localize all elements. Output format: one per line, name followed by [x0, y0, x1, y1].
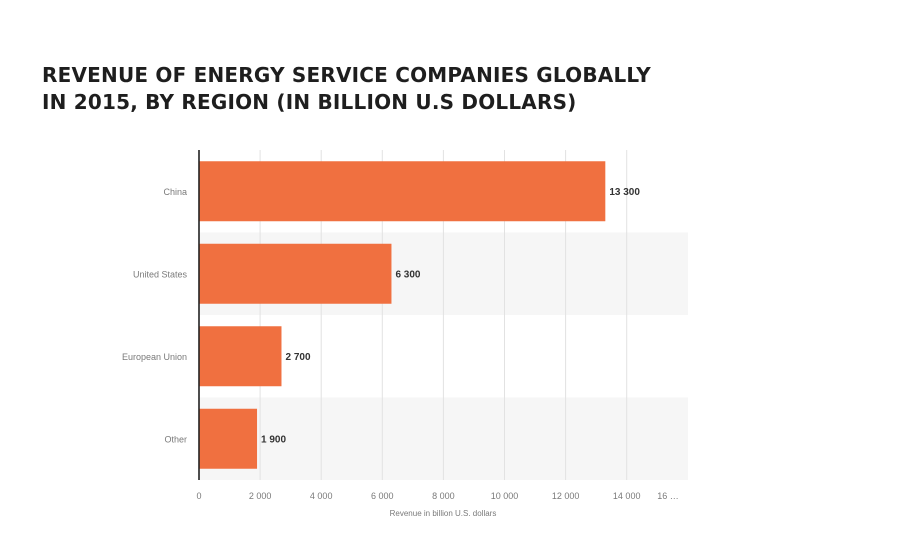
- x-tick-label: 4 000: [310, 491, 333, 501]
- value-label: 13 300: [609, 187, 640, 198]
- x-tick-labels: 0 2 000 4 000 6 000 8 000 10 000 12 000 14 000 1…: [196, 491, 678, 501]
- chart-title: REVENUE OF ENERGY SERVICE COMPANIES GLOB…: [42, 62, 722, 116]
- chart-title-line-2: IN 2015, BY REGION (IN BILLION U.S DOLLA…: [42, 90, 577, 114]
- bar-china: [199, 161, 606, 222]
- x-tick-label-overflow: 16 …: [657, 491, 679, 501]
- chart-title-line-1: REVENUE OF ENERGY SERVICE COMPANIES GLOB…: [42, 63, 651, 87]
- value-label: 1 900: [261, 434, 286, 445]
- bar-european-union: [199, 326, 282, 387]
- x-tick-label: 10 000: [491, 491, 519, 501]
- category-label: European Union: [122, 352, 187, 362]
- value-label: 2 700: [285, 352, 310, 363]
- x-tick-label: 6 000: [371, 491, 394, 501]
- value-label: 6 300: [395, 269, 420, 280]
- x-axis-label: Revenue in billion U.S. dollars: [390, 509, 497, 518]
- category-label: China: [163, 187, 187, 197]
- bars: [199, 161, 606, 469]
- bar-united-states: [199, 243, 392, 304]
- category-label: Other: [164, 434, 187, 444]
- x-tick-label: 0: [196, 491, 201, 501]
- x-tick-label: 14 000: [613, 491, 641, 501]
- x-tick-label: 8 000: [432, 491, 455, 501]
- category-labels: China United States European Union Other: [122, 187, 188, 445]
- x-tick-label: 12 000: [552, 491, 580, 501]
- bar-other: [199, 408, 258, 469]
- value-labels: 13 300 6 300 2 700 1 900: [261, 187, 640, 446]
- category-label: United States: [133, 269, 188, 279]
- x-tick-label: 2 000: [249, 491, 272, 501]
